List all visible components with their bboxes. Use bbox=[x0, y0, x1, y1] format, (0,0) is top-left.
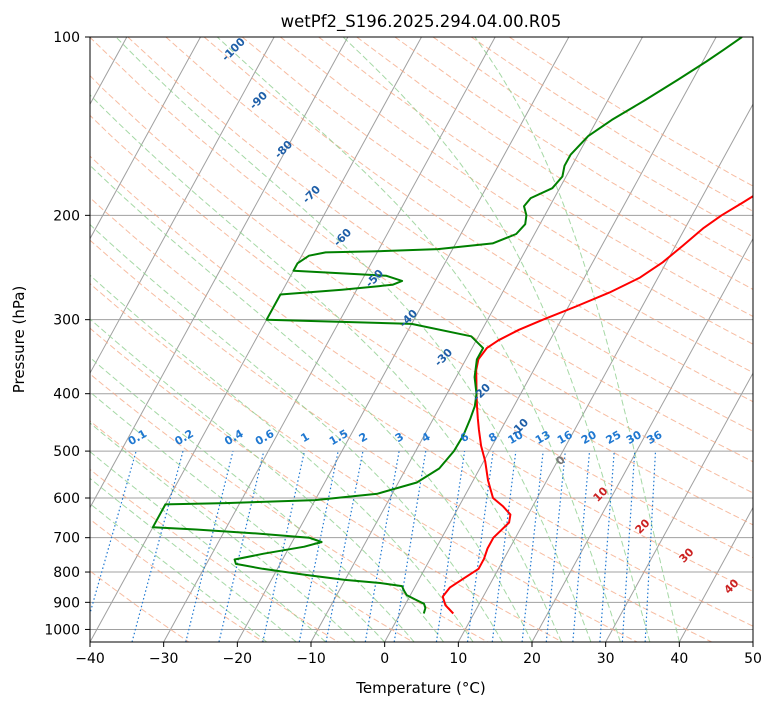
dewpoint-profile-line bbox=[151, 37, 743, 614]
chart-title: wetPf2_S196.2025.294.04.00.R05 bbox=[281, 12, 562, 32]
moist-adiabat-line bbox=[90, 223, 503, 642]
x-tick-label: 40 bbox=[670, 651, 688, 667]
mixing-ratio-line bbox=[218, 450, 265, 642]
moist-adiabat-line bbox=[90, 391, 386, 642]
isotherm-line bbox=[90, 37, 349, 509]
mixing-ratio-line bbox=[262, 450, 305, 642]
x-axis: −40 −30 −20 −10 0 10 20 30 40 50 bbox=[75, 642, 762, 667]
dry-adiabat-line bbox=[241, 37, 753, 374]
mixing-ratio-line bbox=[185, 450, 234, 642]
dry-adiabat-line bbox=[90, 75, 753, 526]
dry-adiabat-line bbox=[90, 282, 638, 642]
dry-adiabat-line bbox=[90, 327, 563, 642]
y-tick-label: 700 bbox=[53, 531, 80, 547]
x-tick-label: 50 bbox=[744, 651, 762, 667]
isotherm-line bbox=[90, 37, 275, 375]
plot-frame bbox=[89, 36, 754, 643]
moist-adiabat-line bbox=[342, 37, 651, 642]
x-tick-label: −30 bbox=[149, 651, 179, 667]
mixing-ratio-line bbox=[131, 450, 184, 642]
moist-adiabat-line bbox=[90, 164, 533, 642]
mixing-ratio-line bbox=[90, 450, 137, 616]
y-axis-label: Pressure (hPa) bbox=[10, 286, 28, 394]
y-tick-label: 1000 bbox=[44, 622, 80, 638]
y-tick-label: 400 bbox=[53, 387, 80, 403]
y-tick-label: 200 bbox=[53, 208, 80, 224]
dry-adiabat-line bbox=[318, 37, 753, 317]
dry-adiabat-line bbox=[280, 37, 753, 345]
isotherm-line bbox=[531, 237, 753, 642]
dry-adiabat-line bbox=[90, 570, 190, 642]
y-tick-label: 300 bbox=[53, 313, 80, 329]
dry-adiabat-line bbox=[90, 420, 414, 642]
moist-adiabat-line bbox=[90, 451, 327, 642]
dry-adiabat-line bbox=[90, 373, 488, 642]
isotherm-line bbox=[678, 506, 753, 642]
mixing-ratio-line bbox=[325, 450, 364, 642]
moist-adiabat-line bbox=[216, 37, 621, 642]
y-tick-label: 100 bbox=[53, 30, 80, 46]
isotherm-line bbox=[90, 37, 422, 642]
mixing-ratio-line bbox=[491, 451, 517, 642]
moist-adiabat-line bbox=[90, 318, 444, 642]
x-tick-label: 30 bbox=[597, 651, 615, 667]
mixing-ratio-line bbox=[298, 450, 339, 642]
moist-adiabat-line bbox=[90, 94, 562, 642]
isotherm-line bbox=[90, 37, 201, 240]
moist-adiabat-line bbox=[90, 274, 474, 642]
x-tick-label: 0 bbox=[380, 651, 389, 667]
mixing-ratio-line bbox=[364, 450, 400, 642]
y-axis: 100 200 300 400 500 600 700 800 900 1000 bbox=[44, 30, 90, 638]
mixing-ratio-line bbox=[521, 451, 544, 642]
x-tick-label: −10 bbox=[296, 651, 326, 667]
temperature-profile-line bbox=[441, 195, 753, 615]
isotherm-line bbox=[384, 37, 717, 642]
x-tick-label: −20 bbox=[223, 651, 253, 667]
dry-adiabat-line bbox=[90, 239, 712, 642]
x-tick-label: 10 bbox=[449, 651, 467, 667]
x-tick-label: 20 bbox=[523, 651, 541, 667]
moist-adiabat-line bbox=[90, 356, 415, 642]
isotherm-line bbox=[236, 37, 570, 642]
y-tick-label: 600 bbox=[53, 491, 80, 507]
moist-adiabat-line bbox=[115, 37, 592, 642]
dry-adiabat-line bbox=[90, 468, 339, 642]
dry-adiabat-line bbox=[90, 37, 753, 494]
isotherm-line bbox=[605, 372, 753, 642]
moist-adiabat-line bbox=[474, 37, 680, 642]
y-tick-label: 800 bbox=[53, 565, 80, 581]
moist-adiabat-line bbox=[90, 477, 297, 642]
dry-adiabat-line bbox=[356, 37, 753, 290]
x-tick-label: −40 bbox=[75, 651, 105, 667]
x-axis-label: Temperature (°C) bbox=[355, 679, 485, 697]
moist-adiabat-line bbox=[90, 503, 268, 642]
mixing-ratio-line bbox=[393, 451, 427, 642]
y-tick-label: 500 bbox=[53, 444, 80, 460]
mixing-ratio-line bbox=[435, 451, 466, 642]
y-tick-label: 900 bbox=[53, 595, 80, 611]
